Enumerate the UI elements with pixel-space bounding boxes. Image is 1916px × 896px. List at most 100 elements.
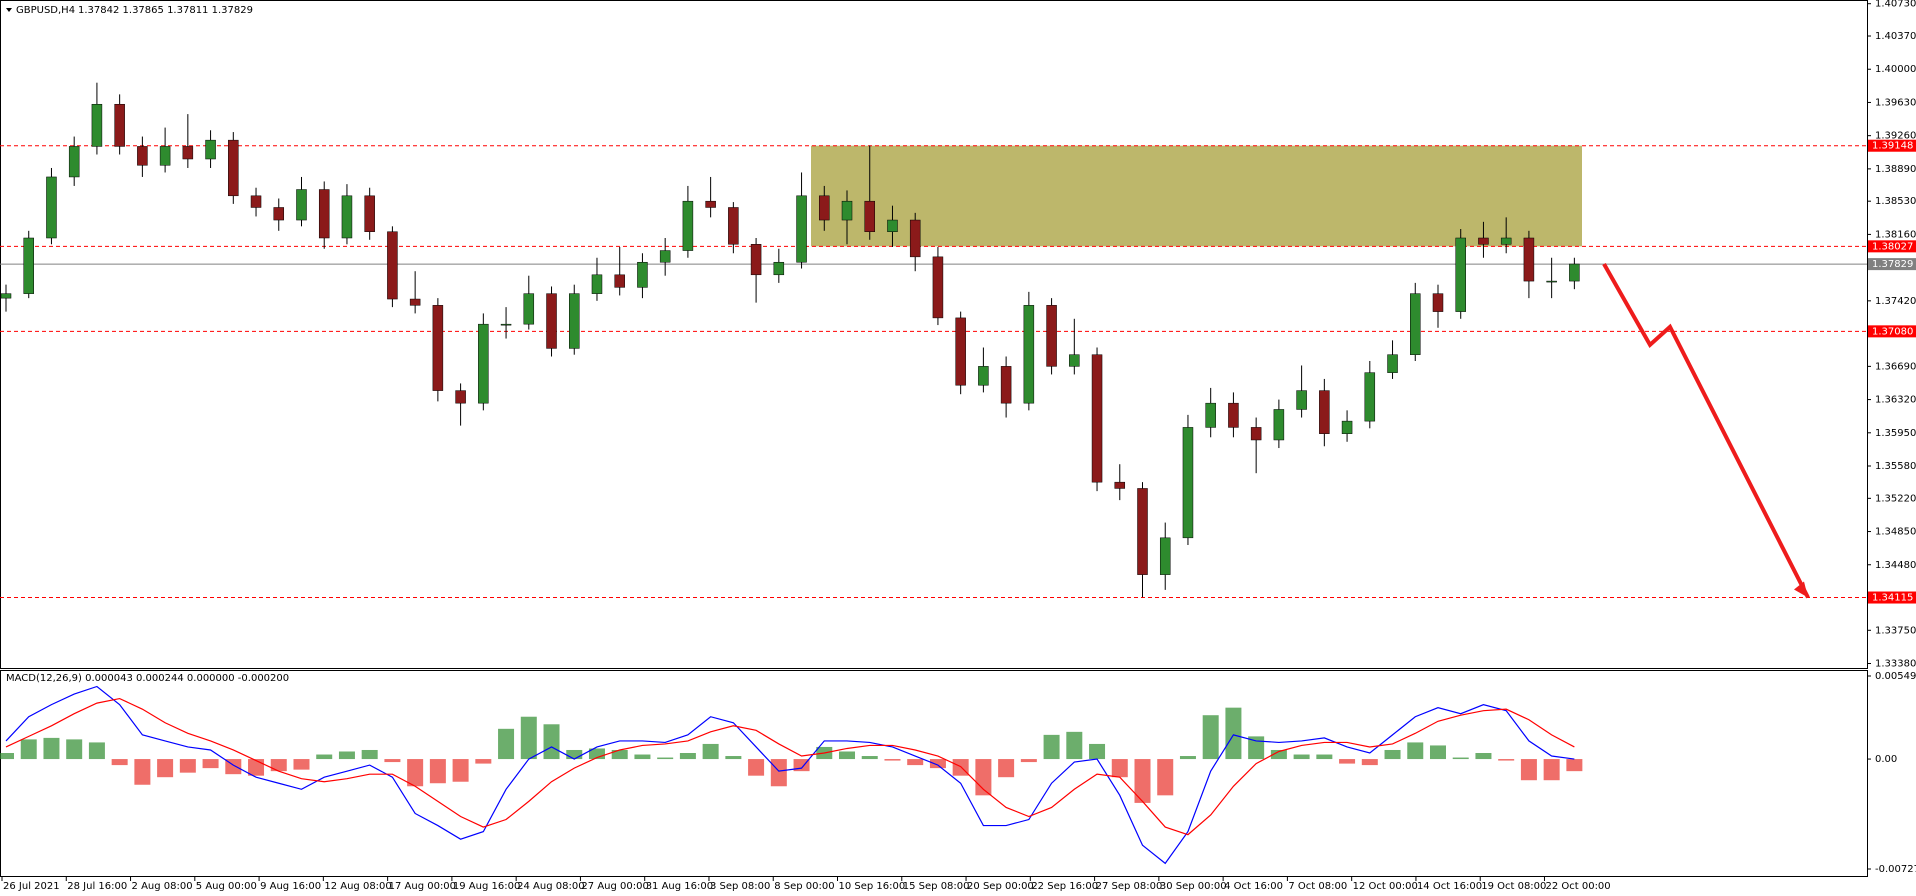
macd-histogram-bar	[475, 759, 492, 764]
y-tick-label: 1.37420	[1875, 296, 1916, 307]
macd-histogram-bar	[884, 759, 901, 761]
level-label: 1.38027	[1872, 241, 1913, 252]
candle-body	[296, 189, 307, 221]
arrow-head	[1794, 581, 1808, 598]
candle-body	[1478, 237, 1489, 245]
candle-body	[796, 195, 807, 263]
y-tick-label: 1.39630	[1875, 97, 1916, 108]
macd-histogram-bar	[1134, 759, 1151, 803]
candle-body	[46, 176, 57, 239]
macd-histogram-bar	[429, 759, 446, 784]
macd-tick-label: 0.00	[1875, 754, 1897, 765]
candle-body	[91, 103, 103, 147]
macd-histogram-bar	[520, 716, 537, 760]
candle-body	[364, 195, 375, 232]
candle-body	[637, 261, 648, 288]
y-tick-label: 1.39260	[1875, 131, 1916, 142]
macd-histogram-bar	[588, 748, 605, 760]
y-tick-label: 1.38160	[1875, 229, 1916, 240]
y-tick-label: 1.35220	[1875, 493, 1916, 504]
candle-body	[1523, 237, 1535, 282]
level-box	[1868, 139, 1916, 152]
macd-histogram-bar	[657, 757, 674, 760]
candle-body	[1546, 280, 1557, 283]
candle-body	[228, 139, 239, 197]
candle-body	[1159, 537, 1171, 575]
macd-main-line	[5, 685, 1575, 865]
candle-body	[932, 256, 944, 319]
menu-triangle	[6, 8, 12, 12]
candle-body	[728, 207, 739, 245]
macd-histogram-bar	[634, 754, 651, 760]
symbol: GBPUSD,H4	[16, 5, 75, 16]
y-tick-label: 1.40370	[1875, 31, 1916, 42]
x-tick-label: 19 Oct 08:00	[1481, 881, 1546, 892]
macd-histogram-bar	[1202, 715, 1219, 760]
candle-body	[523, 293, 535, 325]
macd-histogram-bar	[1066, 731, 1083, 760]
macd-histogram-bar	[248, 759, 265, 776]
candle-body	[773, 261, 785, 276]
candle-body	[1500, 237, 1512, 245]
x-tick-label: 10 Sep 16:00	[839, 881, 906, 892]
macd-histogram-bar	[543, 724, 560, 760]
x-tick-label: 3 Sep 08:00	[710, 881, 770, 892]
macd-histogram-bar	[1429, 745, 1446, 760]
y-tick-label: 1.40730	[1875, 0, 1916, 10]
candle-body	[432, 305, 444, 391]
macd-histogram-bar	[748, 759, 765, 776]
macd-histogram-bar	[679, 753, 696, 760]
macd-histogram-bar	[1498, 759, 1515, 761]
candle-body	[341, 195, 353, 239]
x-tick-label: 14 Oct 16:00	[1417, 881, 1482, 892]
macd-histogram-bar	[1339, 759, 1356, 764]
y-tick-label: 1.34850	[1875, 527, 1916, 538]
macd-histogram-bar	[202, 759, 219, 769]
candle-body	[1296, 390, 1307, 410]
level-box	[1868, 240, 1916, 253]
x-tick-label: 15 Sep 08:00	[903, 881, 970, 892]
x-tick-label: 27 Aug 00:00	[581, 881, 648, 892]
x-tick-label: 17 Aug 00:00	[389, 881, 456, 892]
candle-body	[159, 146, 171, 166]
candle-body	[318, 189, 330, 239]
candle-body	[478, 323, 489, 404]
y-tick-label: 1.33750	[1875, 625, 1916, 636]
macd-histogram-bar	[566, 749, 583, 760]
header-values: 1.37842 1.37865 1.37811 1.37829	[78, 5, 253, 16]
macd-histogram-bar	[361, 749, 378, 760]
candle-body	[114, 103, 125, 147]
level-label: 1.37080	[1872, 326, 1913, 337]
x-tick-label: 27 Sep 08:00	[1096, 881, 1163, 892]
y-tick-label: 1.35580	[1875, 461, 1916, 472]
supply-zone	[811, 145, 1582, 247]
candle-body	[23, 237, 34, 294]
x-tick-label: 12 Oct 00:00	[1353, 881, 1418, 892]
macd-histogram-bar	[43, 737, 60, 760]
candle-body	[273, 207, 285, 221]
candle-body	[1205, 402, 1216, 428]
x-tick-label: 9 Aug 16:00	[260, 881, 321, 892]
macd-histogram-bar	[861, 756, 878, 760]
candle-body	[705, 200, 716, 208]
macd-histogram-bar	[384, 759, 401, 763]
candle-body	[1046, 305, 1057, 367]
macd-histogram-bar	[270, 759, 287, 772]
macd-histogram-bar	[1520, 759, 1537, 781]
candle-body	[1341, 420, 1353, 434]
candle-body	[387, 231, 398, 300]
candle-body	[250, 195, 262, 208]
y-tick-label: 1.36690	[1875, 361, 1916, 372]
level-label: 1.34115	[1872, 593, 1913, 604]
candle-body	[909, 219, 921, 258]
macd-tick-label: 0.005494	[1875, 671, 1916, 682]
macd-histogram-bar	[611, 749, 628, 760]
macd-histogram-bar	[1270, 749, 1287, 760]
x-tick-label: 12 Aug 08:00	[324, 881, 391, 892]
macd-histogram-bar	[1384, 749, 1401, 760]
macd-histogram-bar	[1407, 742, 1424, 760]
candle-body	[409, 298, 421, 306]
y-tick-label: 1.34480	[1875, 560, 1916, 571]
candle-body	[841, 200, 853, 221]
x-tick-label: 5 Aug 00:00	[196, 881, 257, 892]
